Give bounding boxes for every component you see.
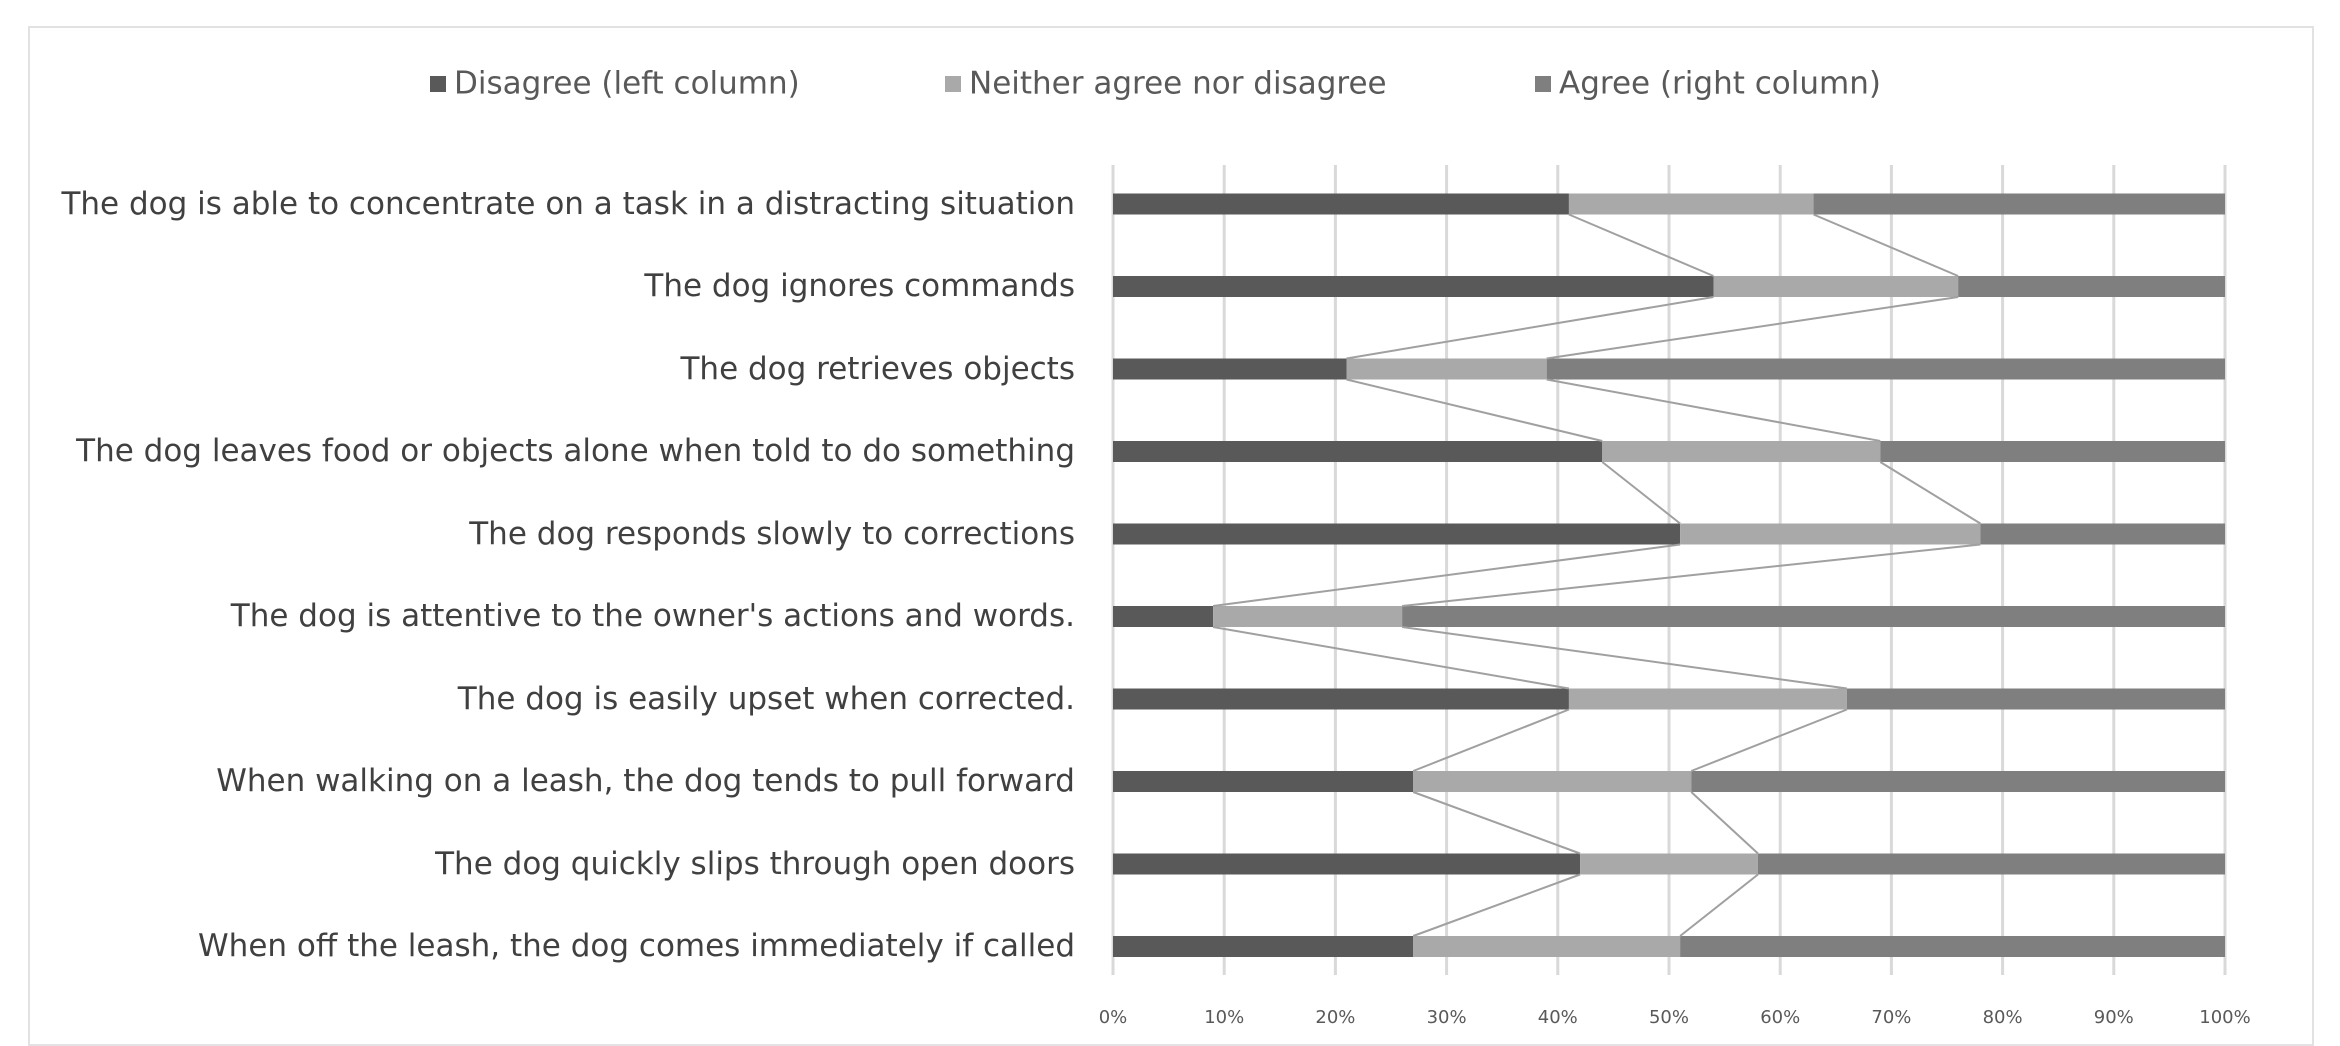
bar-segment [1691, 771, 2225, 792]
bar-segment [1568, 688, 1847, 710]
x-tick-label: 40% [1538, 1007, 1578, 1028]
series-line [1601, 461, 1681, 525]
bar-segment [1413, 771, 1692, 792]
legend-swatch [945, 76, 961, 92]
bar-segment [1568, 193, 1814, 215]
x-tick-label: 10% [1204, 1007, 1244, 1028]
x-tick-label: 30% [1427, 1007, 1467, 1028]
bar-segment [1113, 936, 1414, 957]
category-text: The dog is able to concentrate on a task… [61, 185, 1075, 222]
category-label: The dog is easily upset when corrected. [50, 659, 1075, 739]
bar-segment [1402, 606, 2225, 627]
category-label: The dog is able to concentrate on a task… [50, 164, 1075, 244]
bar-segment [1113, 688, 1569, 710]
bar-segment [1757, 853, 2225, 875]
series-line [1212, 543, 1681, 607]
bar-segment [1346, 358, 1547, 380]
series-line [1212, 626, 1570, 690]
legend-swatch [1535, 76, 1551, 92]
bar-segment [1113, 441, 1603, 462]
category-text: The dog leaves food or objects alone whe… [76, 433, 1075, 469]
bar-segment [1213, 606, 1403, 627]
bar-segment [1880, 441, 2225, 462]
x-tick-label: 20% [1315, 1007, 1355, 1028]
series-line [1679, 873, 1759, 937]
x-tick-label: 0% [1099, 1007, 1128, 1028]
category-label: The dog retrieves objects [50, 329, 1075, 409]
legend-swatch [430, 76, 446, 92]
category-label: The dog leaves food or objects alone whe… [50, 412, 1075, 492]
category-label: The dog is attentive to the owner's acti… [50, 577, 1075, 657]
bar-segment [1958, 276, 2225, 297]
category-text: The dog ignores commands [644, 268, 1075, 304]
x-tick-label: 80% [1983, 1007, 2023, 1028]
x-tick-label: 100% [2199, 1007, 2250, 1028]
bar-segment [1113, 276, 1714, 297]
bar-segment [1413, 936, 1681, 957]
bar-segment [1602, 441, 1881, 462]
category-text: The dog is easily upset when corrected. [457, 680, 1075, 717]
series-line [1546, 378, 1881, 442]
category-text: The dog is attentive to the owner's acti… [230, 598, 1075, 634]
x-tick-label: 50% [1649, 1007, 1689, 1028]
bar-segment [1713, 276, 1959, 297]
series-line [1412, 708, 1570, 772]
bar-segment [1546, 358, 2225, 380]
series-line [1412, 791, 1581, 855]
bar-segment [1113, 193, 1569, 215]
series-line [1346, 296, 1714, 360]
legend-label: Disagree (left column) [454, 66, 800, 102]
series-line [1412, 873, 1581, 937]
bar-segment [1680, 523, 1981, 545]
series-line [1879, 461, 1981, 525]
series-line [1346, 378, 1603, 442]
x-tick-label: 60% [1760, 1007, 1800, 1028]
x-tick-label: 70% [1871, 1007, 1911, 1028]
bar-segment [1846, 688, 2225, 710]
legend-label: Neither agree nor disagree [969, 66, 1387, 102]
bar-segment [1813, 193, 2225, 215]
category-label: The dog ignores commands [50, 247, 1075, 327]
bar-segment [1680, 936, 2225, 957]
category-text: The dog retrieves objects [680, 350, 1075, 387]
bar-segment [1113, 771, 1414, 792]
bar-segment [1113, 358, 1347, 380]
x-tick-label: 90% [2094, 1007, 2134, 1028]
series-line [1401, 626, 1848, 690]
category-label: When off the leash, the dog comes immedi… [50, 907, 1075, 987]
series-line [1546, 296, 1959, 360]
category-text: The dog responds slowly to corrections [469, 515, 1075, 552]
series-line [1402, 543, 1981, 607]
series-line [1568, 213, 1714, 277]
category-label: The dog responds slowly to corrections [50, 494, 1075, 574]
bar-segment [1113, 523, 1681, 545]
series-line [1690, 791, 1759, 855]
category-text: When off the leash, the dog comes immedi… [198, 928, 1075, 964]
bar-segment [1113, 853, 1581, 875]
bar-segment [1580, 853, 1758, 875]
category-label: When walking on a leash, the dog tends t… [50, 742, 1075, 822]
legend-label: Agree (right column) [1559, 66, 1881, 102]
series-line [1813, 213, 1959, 277]
category-label: The dog quickly slips through open doors [50, 824, 1075, 904]
category-text: The dog quickly slips through open doors [435, 845, 1075, 882]
bar-segment [1980, 523, 2225, 545]
series-line [1690, 708, 1848, 772]
category-text: When walking on a leash, the dog tends t… [216, 763, 1075, 799]
bar-segment [1113, 606, 1214, 627]
